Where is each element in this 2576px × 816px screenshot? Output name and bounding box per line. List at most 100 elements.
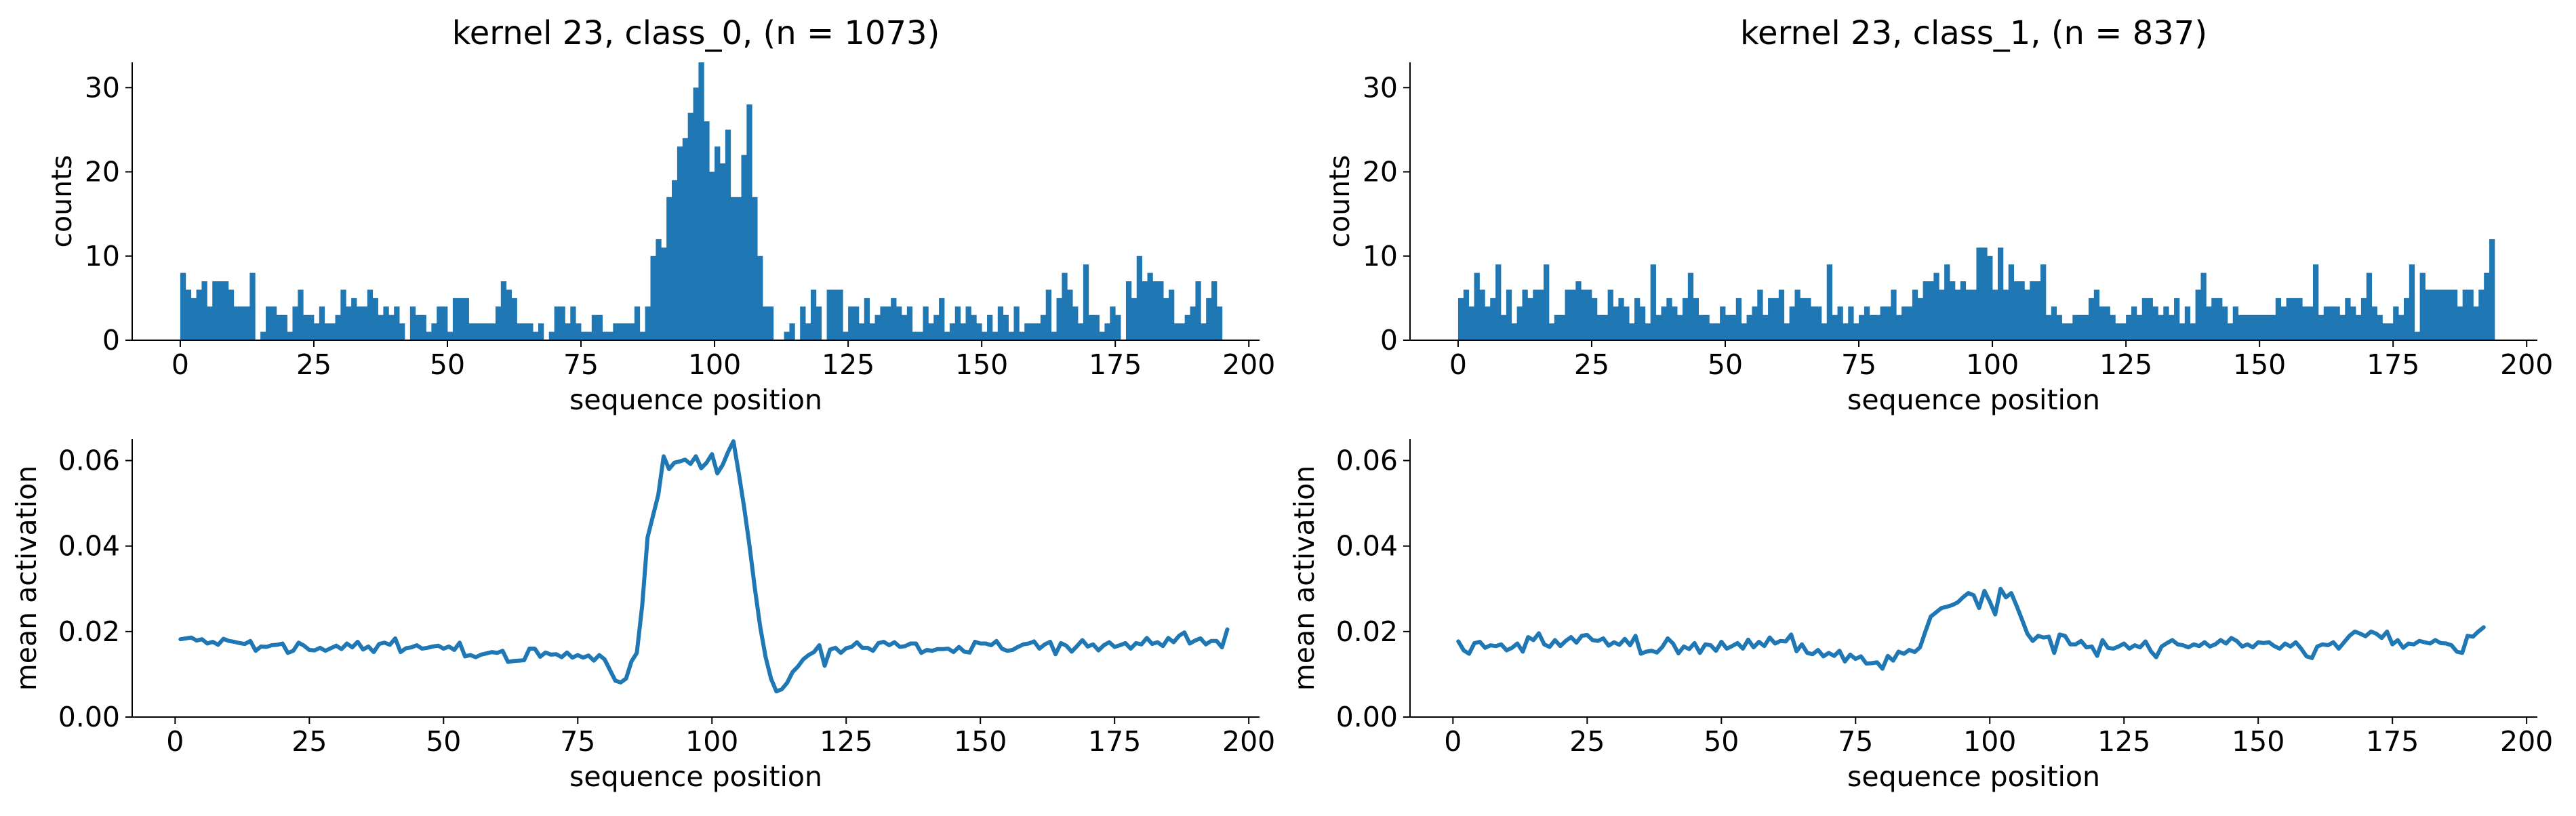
histogram-bar: [570, 306, 576, 340]
histogram-bar: [1763, 314, 1769, 340]
y-tick-label: 10: [85, 240, 120, 272]
y-axis-label: mean activation: [1288, 466, 1321, 691]
histogram-bar: [954, 306, 961, 340]
y-tick-label: 20: [85, 156, 120, 188]
histogram-bar: [1110, 306, 1116, 340]
histogram-bar: [917, 331, 923, 340]
histogram-bar: [2045, 314, 2052, 340]
histogram-bar: [2110, 314, 2116, 340]
y-tick-label: 0.04: [58, 530, 120, 563]
x-tick-label: 100: [688, 348, 741, 381]
y-tick-label: 0.02: [58, 615, 120, 648]
histogram-bar: [1906, 306, 1913, 340]
histogram-bar: [1179, 323, 1186, 340]
x-tick-label: 125: [2097, 725, 2150, 758]
histogram-bar: [1971, 289, 1977, 340]
histogram-bar: [1190, 306, 1196, 340]
histogram-bar: [2243, 314, 2249, 340]
x-tick-label: 25: [296, 348, 331, 381]
histogram-bar: [1634, 298, 1641, 340]
histogram-bar: [1752, 306, 1758, 340]
histogram-bar: [1773, 298, 1779, 340]
histogram-bar: [1511, 323, 1518, 340]
histogram-bar: [1062, 272, 1068, 340]
histogram-bar: [2451, 289, 2458, 340]
histogram-bar: [409, 306, 416, 340]
x-tick-label: 150: [2233, 348, 2286, 381]
histogram-bar: [1067, 289, 1073, 340]
histogram-bar: [896, 306, 902, 340]
histogram-bar: [1602, 314, 1609, 340]
histogram-bar: [1864, 306, 1870, 340]
histogram-bar: [2141, 298, 2148, 340]
x-tick-label: 100: [1966, 348, 2019, 381]
histogram-bar: [1778, 289, 1785, 340]
histogram-bar: [2308, 306, 2314, 340]
mean-activation-line: [178, 439, 1230, 694]
histogram-bar: [1201, 323, 1207, 340]
histogram-bar: [2072, 314, 2078, 340]
x-tick-label: 50: [426, 725, 461, 758]
histogram-bar: [784, 331, 790, 340]
histogram-bar: [2147, 298, 2153, 340]
histogram-bar: [367, 289, 374, 340]
histogram-bar: [2024, 289, 2030, 340]
histogram-bar: [1142, 281, 1148, 340]
class0-activation-panel: 0 25 50 75 100 125 150 175 200 0.00 0.02 0.04 0.06 se…: [10, 439, 1275, 793]
histogram-bar: [2462, 289, 2468, 340]
histogram-bar: [495, 306, 502, 340]
histogram-bar: [698, 62, 704, 340]
histogram-bar: [2265, 314, 2271, 340]
histogram-bar: [383, 306, 389, 340]
histogram-bar: [1495, 264, 1502, 340]
histogram-bar: [2061, 323, 2068, 340]
histogram-bar: [399, 323, 405, 340]
histogram-bar: [2195, 289, 2201, 340]
histogram-bar: [1596, 314, 1603, 340]
histogram-bar: [2169, 314, 2175, 340]
x-tick-label: 200: [2500, 725, 2553, 758]
histogram-bar: [816, 306, 822, 340]
histogram-bar: [1533, 289, 1539, 340]
histogram-bar: [1682, 298, 1689, 340]
histogram-bar: [228, 289, 235, 340]
histogram-bar: [949, 323, 956, 340]
histogram-bar: [912, 331, 918, 340]
histogram-bar: [431, 323, 437, 340]
y-tick-label: 20: [1363, 156, 1398, 188]
histogram-bar: [1768, 298, 1774, 340]
histogram-bar: [634, 306, 641, 340]
x-tick-label: 0: [1449, 348, 1467, 381]
histogram-bar: [880, 306, 886, 340]
histogram-bar: [474, 323, 480, 340]
histogram-bar: [447, 331, 454, 340]
histogram-bar: [730, 197, 737, 340]
histogram-bar: [2184, 306, 2191, 340]
histogram-bar: [2377, 314, 2383, 340]
histogram-bar: [2419, 272, 2426, 340]
histogram-bar: [1939, 289, 1945, 340]
histogram-bar: [1516, 306, 1523, 340]
histogram-bar: [2238, 314, 2244, 340]
histogram-bar: [1216, 306, 1223, 340]
histogram-bar: [319, 306, 325, 340]
histogram-bar: [1559, 314, 1565, 340]
y-tick-label: 0.00: [1336, 701, 1398, 733]
histogram-bar: [517, 323, 523, 340]
histogram-bar: [2280, 306, 2287, 340]
histogram-bar: [607, 331, 613, 340]
histogram-bar: [2312, 264, 2319, 340]
histogram-bar: [2473, 306, 2479, 340]
histogram-bar: [1083, 264, 1089, 340]
x-tick-label: 150: [2232, 725, 2285, 758]
histogram-bar: [1794, 289, 1800, 340]
histogram-bar: [426, 331, 432, 340]
x-tick-label: 200: [1222, 725, 1275, 758]
histogram-bar: [715, 146, 721, 341]
histogram-bar: [639, 331, 646, 340]
histogram-bar: [2334, 306, 2340, 340]
histogram-bar: [928, 323, 934, 340]
x-tick-label: 75: [1838, 725, 1873, 758]
histogram-bar: [2468, 289, 2474, 340]
histogram-bar: [1485, 306, 1491, 340]
